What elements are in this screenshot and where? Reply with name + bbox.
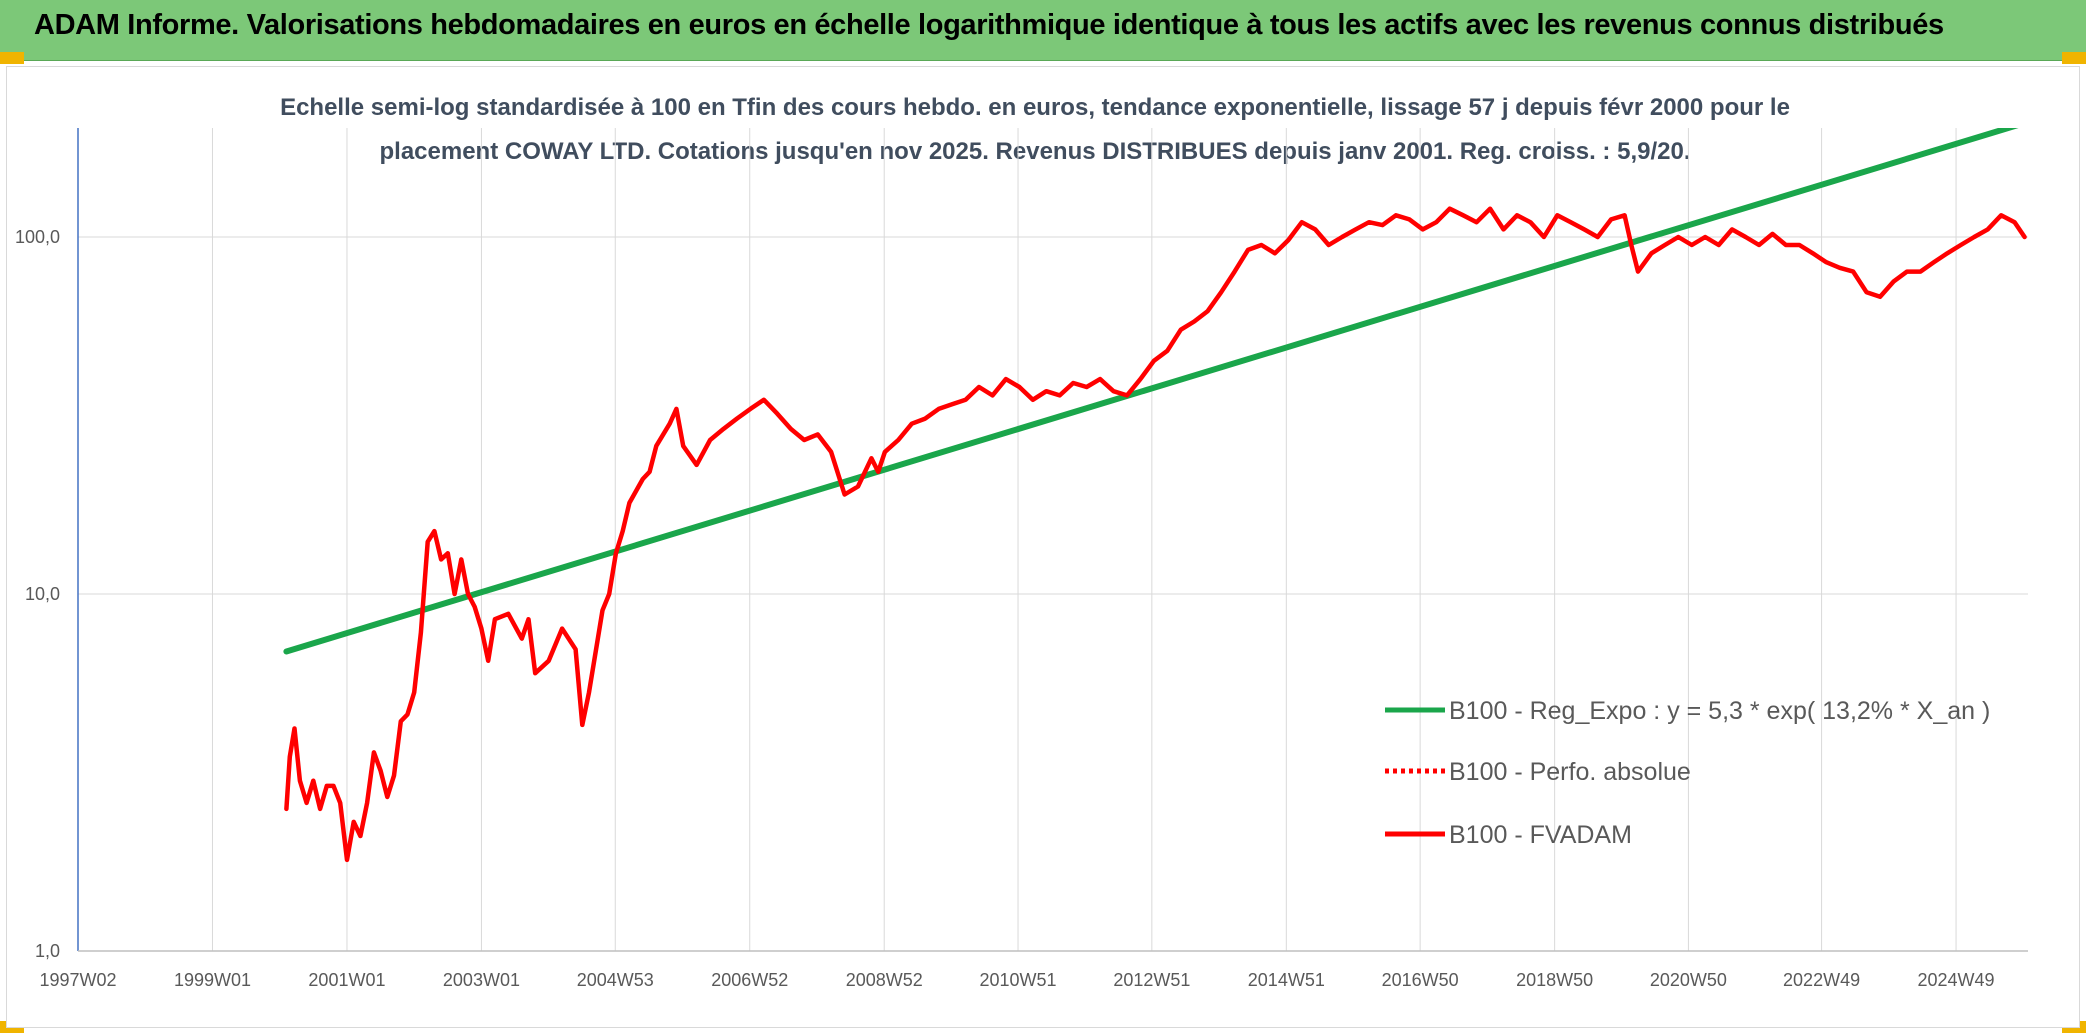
x-tick-label: 2004W53 (577, 970, 654, 990)
chart-subtitle-line-2: placement COWAY LTD. Cotations jusqu'en … (379, 138, 1691, 165)
legend-label: B100 - Reg_Expo : y = 5,3 * exp( 13,2% *… (1449, 697, 1990, 725)
y-tick-label: 100,0 (15, 227, 60, 247)
title-banner: ADAM Informe. Valorisations hebdomadaire… (0, 0, 2086, 61)
y-tick-label: 1,0 (35, 941, 60, 961)
legend-label: B100 - Perfo. absolue (1449, 758, 1691, 786)
x-tick-label: 2006W52 (711, 970, 788, 990)
x-tick-label: 2001W01 (308, 970, 385, 990)
series-group (283, 128, 2027, 863)
y-tick-label: 10,0 (25, 584, 60, 604)
x-tick-label: 2003W01 (443, 970, 520, 990)
x-tick-label: 2016W50 (1382, 970, 1459, 990)
regression-line (283, 128, 2019, 655)
x-tick-label: 2020W50 (1650, 970, 1727, 990)
chart-frame (6, 66, 2080, 1028)
corner-marker (0, 52, 24, 64)
fvadam-line (284, 206, 2027, 863)
x-tick-label: 2024W49 (1918, 970, 1995, 990)
chart-subtitle-line-1: Echelle semi-log standardisée à 100 en T… (280, 94, 1790, 121)
x-tick-label: 2012W51 (1113, 970, 1190, 990)
x-tick-label: 2022W49 (1783, 970, 1860, 990)
corner-marker (2062, 52, 2086, 64)
x-tick-label: 2010W51 (980, 970, 1057, 990)
x-tick-label: 2018W50 (1516, 970, 1593, 990)
x-tick-label: 2014W51 (1248, 970, 1325, 990)
chart-subtitle: Echelle semi-log standardisée à 100 en T… (230, 86, 1840, 174)
x-tick-label: 2008W52 (846, 970, 923, 990)
x-tick-label: 1999W01 (174, 970, 251, 990)
x-tick-label: 1997W02 (39, 970, 116, 990)
legend-label: B100 - FVADAM (1449, 821, 1632, 849)
report-title: ADAM Informe. Valorisations hebdomadaire… (34, 9, 1944, 41)
